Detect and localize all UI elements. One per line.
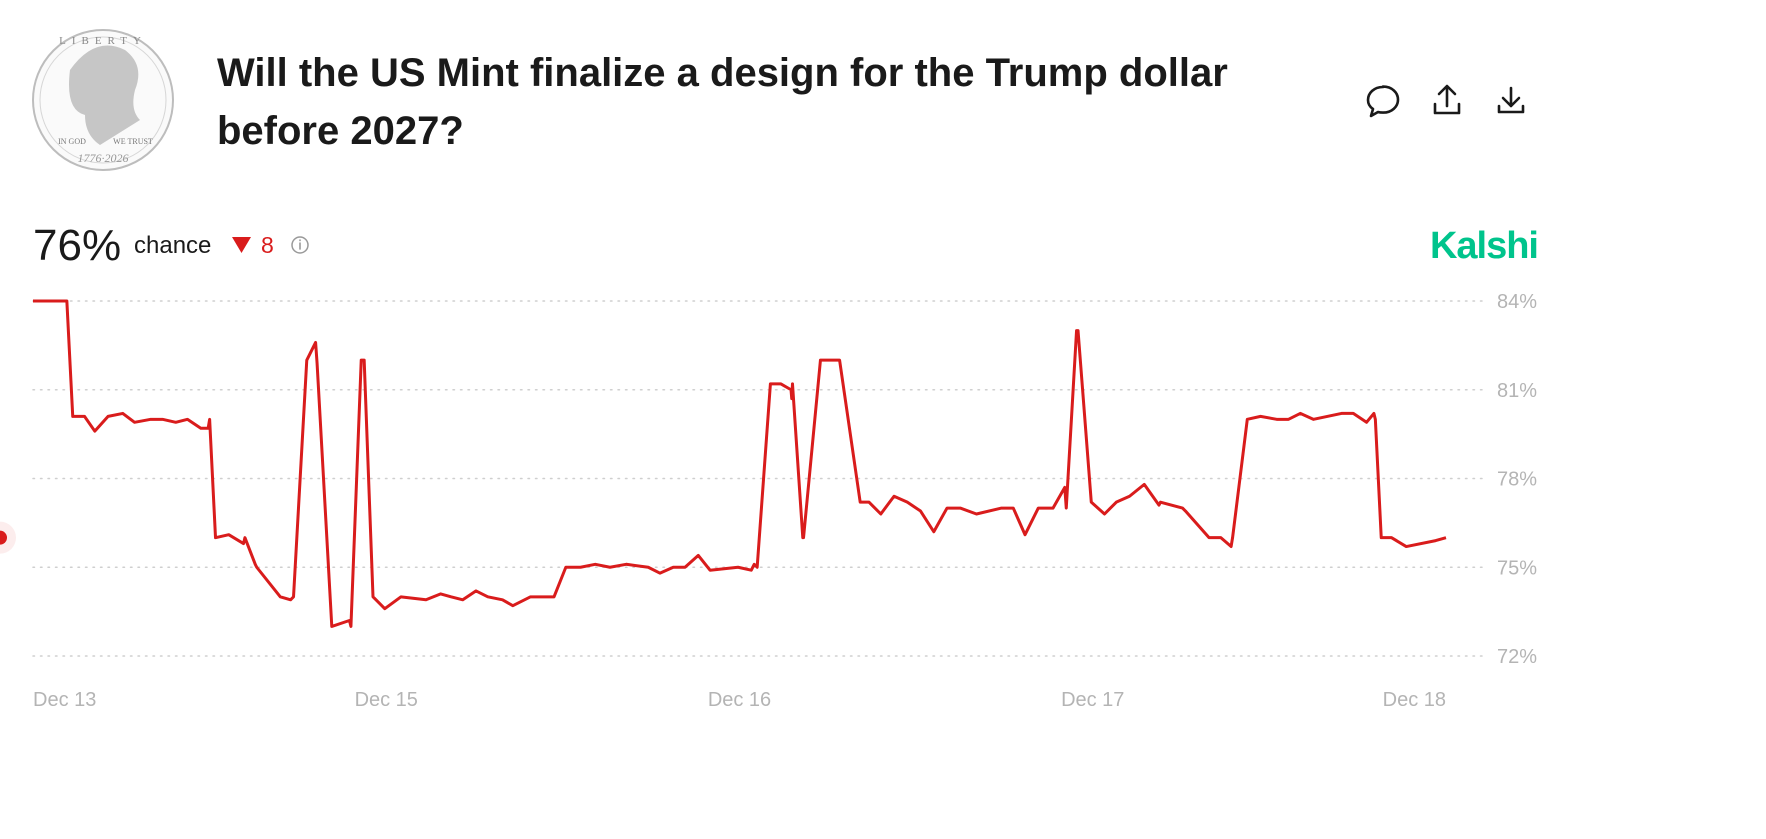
coin-text: WE TRUST xyxy=(113,137,153,146)
x-tick-label: Dec 18 xyxy=(1383,689,1446,711)
coin-text: 1776·2026 xyxy=(78,151,129,165)
title: Will the US Mint finalize a design for t… xyxy=(217,51,1228,95)
down-arrow xyxy=(232,237,251,253)
share-icon xyxy=(1433,84,1461,115)
coin-text: LIBERTY xyxy=(59,35,147,47)
comment-button[interactable] xyxy=(1366,85,1400,118)
brand-logo: Kalshi xyxy=(1430,225,1538,267)
y-tick-label: 78% xyxy=(1497,469,1537,491)
coin-portrait xyxy=(69,45,140,145)
coin-inner xyxy=(39,36,167,164)
y-tick-label: 81% xyxy=(1497,380,1537,402)
change-value: 8 xyxy=(261,232,274,258)
last-point-halo xyxy=(0,521,16,554)
price-line xyxy=(33,299,1447,628)
y-tick-label: 75% xyxy=(1497,557,1537,579)
x-tick-label: Dec 16 xyxy=(708,689,771,711)
chance-label: chance xyxy=(134,232,211,259)
download-button[interactable] xyxy=(1497,86,1525,114)
download-icon xyxy=(1497,86,1525,114)
info-icon xyxy=(291,236,309,254)
last-point xyxy=(0,530,7,545)
y-tick-label: 72% xyxy=(1497,646,1537,668)
coin: LIBERTY IN GOD WE TRUST 1776·2026 xyxy=(32,29,174,171)
info-button[interactable] xyxy=(291,236,309,254)
plot: 72% 75% 78% 81% 84% Dec 13 Dec 15 Dec 16 Dec 17 D… xyxy=(0,291,1537,711)
y-tick-label: 84% xyxy=(1497,291,1537,313)
chance-value: 76% xyxy=(33,221,121,270)
share-button[interactable] xyxy=(1433,84,1461,115)
comment-icon xyxy=(1366,85,1400,118)
x-tick-label: Dec 17 xyxy=(1061,689,1124,711)
x-tick-label: Dec 15 xyxy=(355,689,418,711)
coin-text: IN GOD xyxy=(58,137,86,146)
title: before 2027? xyxy=(217,109,464,153)
x-tick-label: Dec 13 xyxy=(33,689,96,711)
